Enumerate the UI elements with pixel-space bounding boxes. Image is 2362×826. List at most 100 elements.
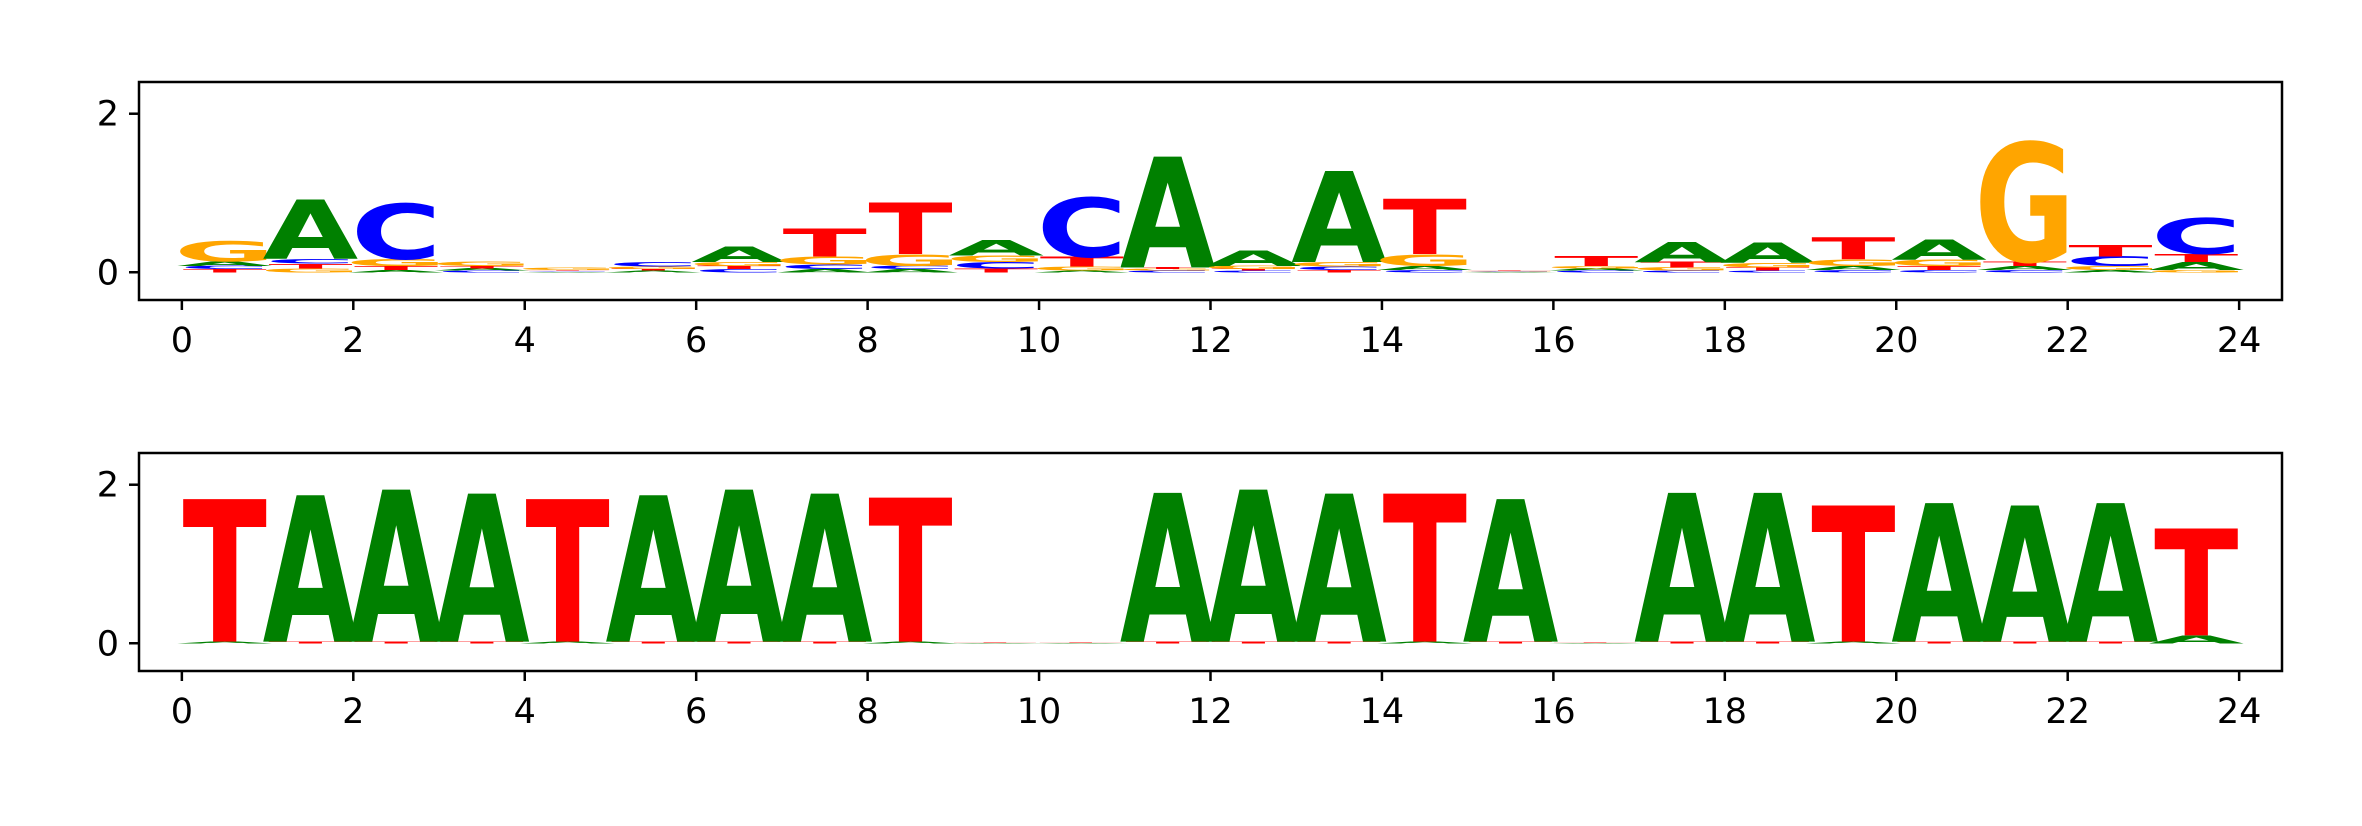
logo-letter-C-pos-11: C (1122, 270, 1213, 273)
logo-letter-T-pos-23: T (2154, 499, 2238, 670)
logo-letter-G-pos-17: G (1631, 267, 1732, 272)
logo-letter-A-pos-22: A (2063, 465, 2159, 687)
logo-letter-A-pos-14: A (1377, 641, 1473, 644)
logo-letter-G-pos-0: G (174, 236, 275, 268)
logo-letter-A-pos-12: A (1206, 449, 1302, 691)
logo-letter-T-pos-5: T (611, 641, 696, 644)
logo-letter-A-pos-10: A (1034, 270, 1130, 273)
logo-letter-A-pos-17: A (1634, 237, 1730, 269)
logo-letter-T-pos-17: T (1640, 260, 1725, 269)
x-tick-label: 2 (342, 321, 364, 361)
logo-letter-A-pos-18: A (1720, 238, 1816, 270)
y-tick-label: 2 (97, 95, 119, 135)
x-tick-label: 0 (171, 321, 193, 361)
logo-letter-T-pos-4: T (525, 270, 610, 271)
logo-letter-A-pos-11: A (1120, 452, 1216, 690)
logo-letter-A-pos-21: A (1977, 469, 2073, 686)
logo-letter-C-pos-4: C (522, 270, 613, 271)
logo-letter-T-pos-1: T (268, 262, 353, 270)
logo-letter-C-pos-2: C (351, 189, 442, 277)
x-tick-label: 10 (1017, 692, 1062, 732)
logo-letter-A-pos-5: A (606, 270, 702, 273)
x-tick-label: 22 (2045, 321, 2090, 361)
logo-letter-A-pos-15: A (1463, 460, 1559, 688)
logo-letter-C-pos-16: C (1551, 270, 1642, 273)
x-tick-label: 20 (1874, 321, 1919, 361)
logo-letter-T-pos-11: T (1126, 641, 1211, 644)
logo-letter-G-pos-11: G (1117, 269, 1218, 272)
logo-letter-T-pos-22: T (2068, 641, 2153, 644)
logo-letter-C-pos-18: C (1722, 270, 1813, 273)
y-tick-label: 0 (97, 253, 119, 293)
logo-letter-T-pos-1: T (268, 641, 353, 644)
logo-letter-A-pos-7: A (777, 268, 873, 273)
logo-letter-T-pos-21: T (1983, 641, 2068, 644)
logo-letter-T-pos-6: T (697, 265, 782, 270)
logo-letter-T-pos-21: T (1983, 260, 2068, 268)
logo-letter-T-pos-10: T (1040, 255, 1124, 270)
logo-letter-A-pos-14: A (1377, 265, 1473, 271)
logo-letter-C-pos-22: C (2065, 254, 2156, 269)
logo-letter-A-pos-23: A (2148, 633, 2244, 646)
logo-letter-T-pos-0: T (183, 460, 267, 688)
logo-letter-A-pos-13: A (1291, 147, 1387, 292)
logo-letter-T-pos-19: T (1811, 232, 1895, 267)
logo-letter-G-pos-20: G (1888, 258, 1989, 268)
logo-letter-T-pos-14: T (1383, 184, 1467, 272)
logo-letter-A-pos-8: A (863, 641, 959, 644)
logo-letter-C-pos-8: C (865, 265, 956, 270)
logo-letter-A-pos-4: A (520, 271, 616, 272)
logo-letter-C-pos-1: C (265, 258, 356, 266)
logo-letter-G-pos-6: G (688, 261, 789, 267)
x-tick-label: 14 (1360, 321, 1405, 361)
logo-letter-C-pos-6: C (694, 268, 785, 273)
x-tick-label: 24 (2217, 692, 2262, 732)
logo-letter-G-pos-15: G (1460, 271, 1561, 272)
logo-letter-T-pos-9: T (954, 642, 1039, 643)
logo-letter-C-pos-10: C (1037, 182, 1128, 277)
x-tick-label: 8 (856, 321, 878, 361)
logo-letter-A-pos-19: A (1806, 641, 1902, 644)
logo-letter-T-pos-7: T (783, 221, 867, 265)
logo-letter-T-pos-17: T (1640, 641, 1725, 644)
logo-letter-T-pos-8: T (868, 458, 952, 688)
logo-letter-C-pos-15: C (1465, 271, 1556, 272)
logo-letter-A-pos-22: A (2063, 269, 2159, 273)
y-tick-label: 2 (97, 466, 119, 506)
logo-letter-C-pos-0: C (179, 265, 270, 270)
x-tick-label: 16 (1531, 321, 1576, 361)
logo-letter-G-pos-7: G (774, 254, 875, 267)
logo-letter-A-pos-2: A (348, 449, 444, 691)
logo-letter-T-pos-10: T (1040, 642, 1125, 643)
logo-letter-T-pos-16: T (1554, 254, 1638, 269)
logo-letter-T-pos-5: T (611, 269, 696, 272)
logo-letter-T-pos-9: T (954, 267, 1039, 273)
logo-letter-A-pos-23: A (2148, 260, 2244, 273)
logo-letter-T-pos-15: T (1468, 271, 1553, 272)
logo-letter-A-pos-0: A (177, 641, 273, 644)
logo-letter-A-pos-5: A (606, 456, 702, 690)
logo-letter-A-pos-9: A (948, 236, 1044, 261)
logo-letter-A-pos-20: A (1891, 465, 1987, 687)
logo-letter-A-pos-8: A (863, 268, 959, 273)
logo-letter-G-pos-12: G (1203, 265, 1304, 270)
logo-letter-G-pos-4: G (517, 267, 618, 271)
logo-letter-A-pos-6: A (691, 449, 787, 691)
x-tick-label: 6 (685, 692, 707, 732)
logo-letter-C-pos-5: C (608, 261, 699, 269)
logo-letter-A-pos-7: A (777, 453, 873, 690)
y-tick-label: 0 (97, 624, 119, 664)
logo-letter-A-pos-6: A (691, 242, 787, 267)
logo-letter-C-pos-12: C (1208, 270, 1299, 273)
logo-letter-T-pos-22: T (2068, 241, 2152, 260)
logo-letter-A-pos-9: A (948, 643, 1044, 644)
x-tick-label: 10 (1017, 321, 1062, 361)
logo-letter-T-pos-12: T (1211, 269, 1296, 272)
logo-letter-C-pos-7: C (779, 263, 870, 271)
logo-letter-G-pos-21: G (1974, 111, 2075, 300)
logo-letter-C-pos-20: C (1894, 269, 1985, 273)
x-tick-label: 20 (1874, 692, 1919, 732)
